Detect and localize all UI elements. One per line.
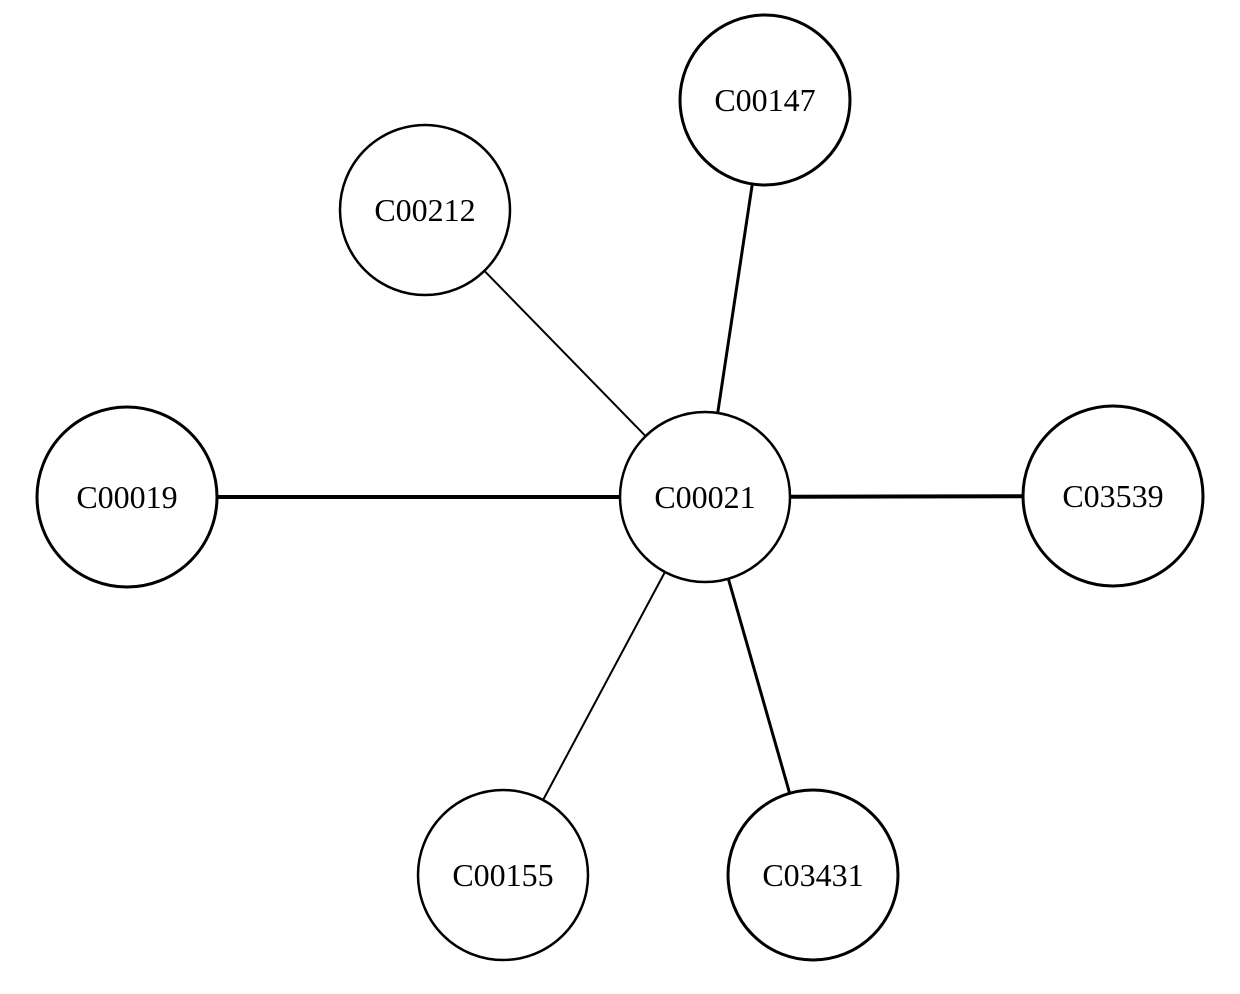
node-C03539: C03539: [1023, 406, 1203, 586]
node-C00021: C00021: [620, 412, 790, 582]
node-label-C00019: C00019: [76, 479, 177, 515]
node-C00147: C00147: [680, 15, 850, 185]
network-diagram: C00021 C00147 C00212 C00019 C03539 C00155 C034…: [0, 0, 1240, 994]
node-C00019: C00019: [37, 407, 217, 587]
node-label-C00212: C00212: [374, 192, 475, 228]
node-C03431: C03431: [728, 790, 898, 960]
node-label-C00147: C00147: [714, 82, 815, 118]
node-label-C00155: C00155: [452, 857, 553, 893]
node-C00212: C00212: [340, 125, 510, 295]
node-label-C00021: C00021: [654, 479, 755, 515]
edge-C00021-C03539: [790, 496, 1023, 497]
node-label-C03539: C03539: [1062, 478, 1163, 514]
node-C00155: C00155: [418, 790, 588, 960]
node-label-C03431: C03431: [762, 857, 863, 893]
